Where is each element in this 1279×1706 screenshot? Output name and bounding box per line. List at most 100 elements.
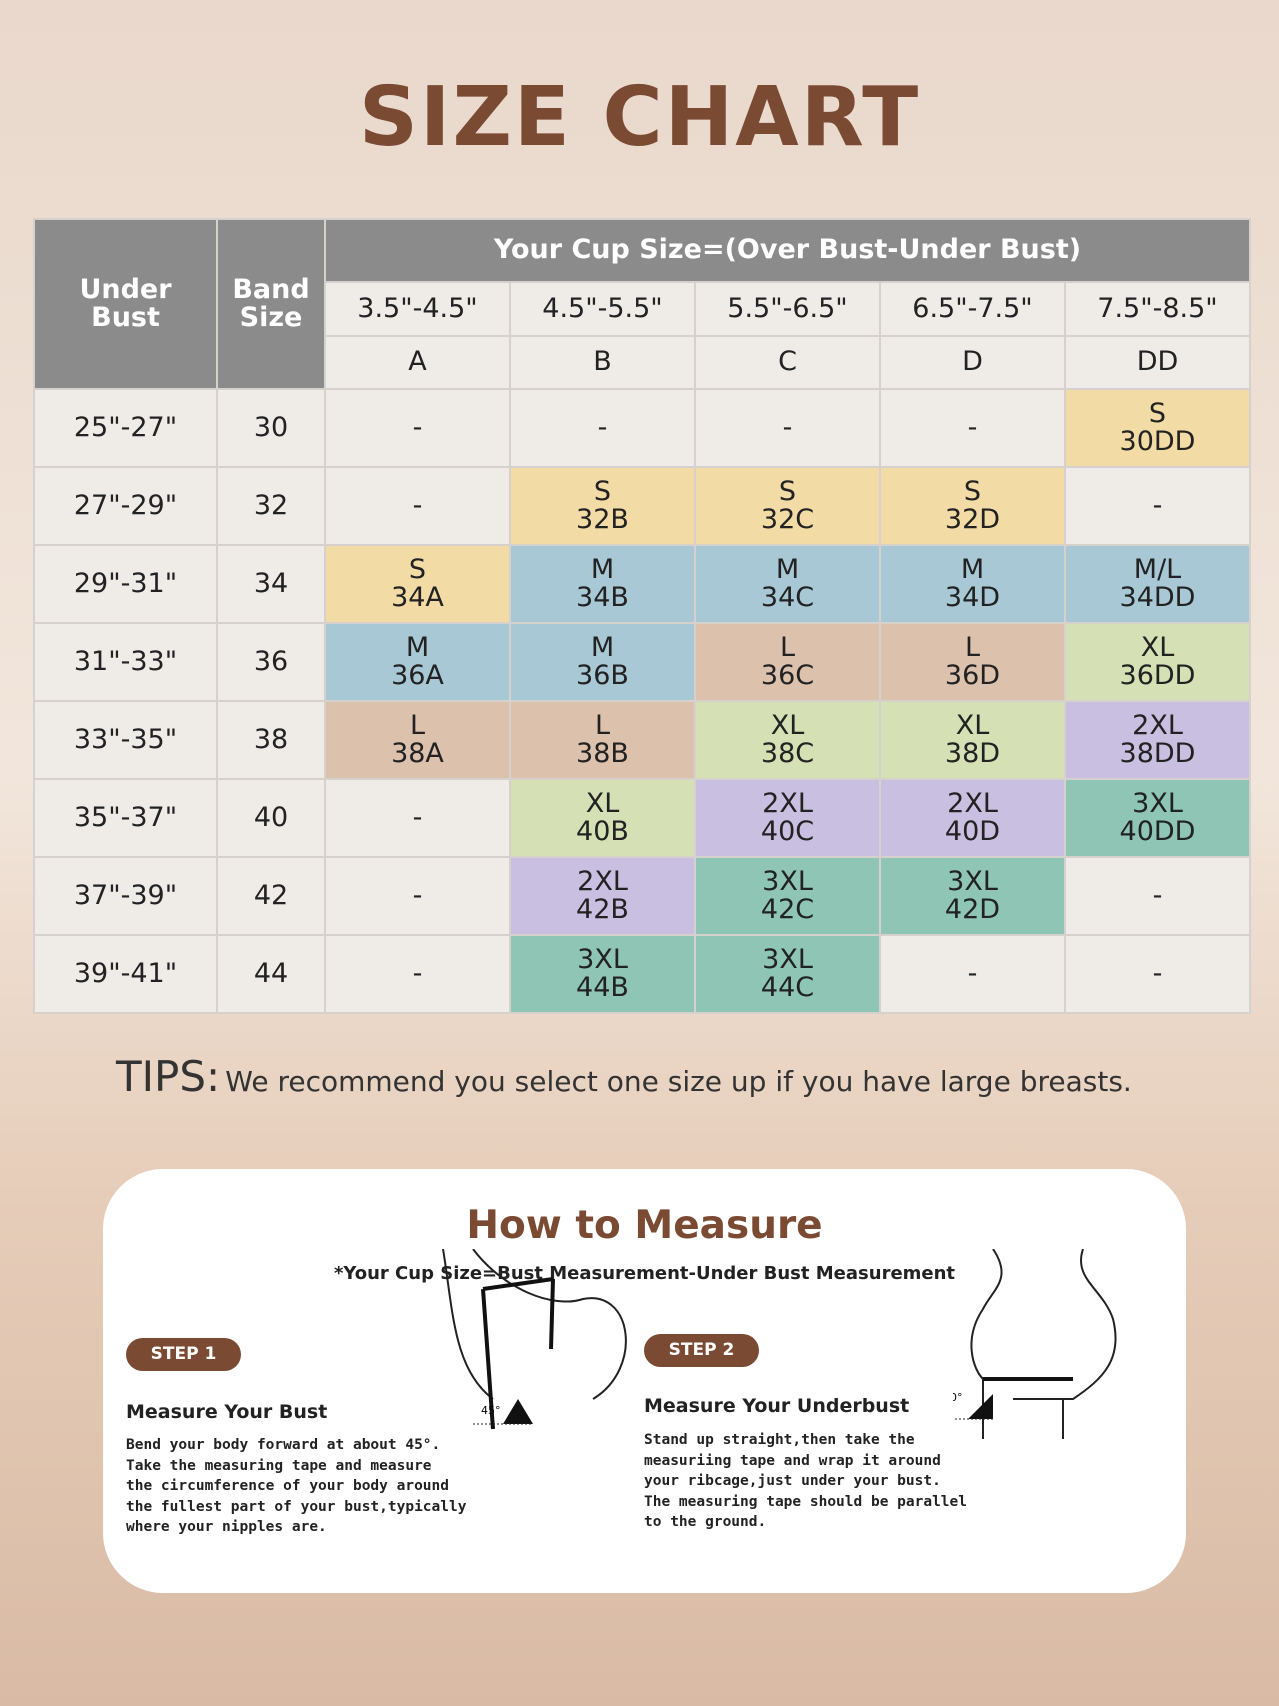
size-cell: L 38A (324, 700, 511, 780)
size-code: 40DD (1119, 816, 1196, 847)
band-cell: 30 (216, 388, 326, 468)
size-cell: L 38B (509, 700, 696, 780)
empty-cell: - (324, 778, 511, 858)
size-cell: M 34B (509, 544, 696, 624)
size-code: 34B (576, 582, 629, 613)
cup-row: A B C D DD (34, 335, 1251, 390)
band-cell: 40 (216, 778, 326, 858)
size-code: 40C (760, 816, 815, 847)
size-cell: 3XL 44C (694, 934, 881, 1014)
size-code: 36DD (1119, 660, 1196, 691)
band-cell: 44 (216, 934, 326, 1014)
size-cell: XL 38C (694, 700, 881, 780)
size-label: 2XL (947, 787, 998, 819)
cup-cell: A (324, 335, 511, 390)
step-heading: Measure Your Bust (126, 1401, 328, 1423)
size-code: 40D (944, 816, 1001, 847)
size-row: 31"-33" 36 M 36A M 36B L 36C L 36D XL 36DD (33, 622, 1251, 702)
empty-cell: - (879, 934, 1066, 1014)
size-code: 34D (944, 582, 1001, 613)
size-label: M/L (1133, 553, 1182, 585)
size-code: 34A (391, 582, 444, 613)
tips: TIPS: We recommend you select one size u… (116, 1052, 1132, 1101)
empty-cell: - (1064, 934, 1251, 1014)
size-label: L (594, 709, 611, 741)
header-cell: Under Bust (33, 218, 218, 390)
empty-cell: - (694, 388, 881, 468)
size-code: 38D (944, 738, 1001, 769)
empty-cell: - (509, 388, 696, 468)
title: SIZE CHART (358, 70, 921, 165)
size-code: 40B (576, 816, 629, 847)
size-code: 32B (576, 504, 629, 535)
size-table: Under Bust Band Size Your Cup Size=(Over B… (33, 218, 1251, 1014)
size-cell: L 36C (694, 622, 881, 702)
size-row: 37"-39" 42-2XL 42B 3XL 42C 3XL 42D - (33, 856, 1251, 936)
empty-cell: - (324, 934, 511, 1014)
range-cell: 3.5"-4.5" (324, 281, 511, 337)
range-cell: 7.5"-8.5" (1064, 281, 1251, 337)
empty-cell: - (1064, 856, 1251, 936)
size-code: 32C (760, 504, 815, 535)
empty-cell: - (324, 856, 511, 936)
header-row: Under Bust Band Size Your Cup Size=(Over B… (33, 218, 1251, 390)
size-cell: L 36D (879, 622, 1066, 702)
under-bust-cell: 37"-39" (33, 856, 218, 936)
size-cell: 2XL 42B (509, 856, 696, 936)
size-label: S (593, 475, 612, 507)
band-cell: 38 (216, 700, 326, 780)
range-cell: 5.5"-6.5" (694, 281, 881, 337)
step-heading: Measure Your Underbust (644, 1395, 910, 1417)
size-code: 38B (576, 738, 629, 769)
under-bust-cell: 35"-37" (33, 778, 218, 858)
size-code: 30DD (1119, 426, 1196, 457)
size-cell: 2XL 38DD (1064, 700, 1251, 780)
size-label: XL (1140, 631, 1175, 663)
size-cell: XL 40B (509, 778, 696, 858)
range-cell: 4.5"-5.5" (509, 281, 696, 337)
size-label: 3XL (577, 943, 628, 975)
cup-cell: C (694, 335, 881, 390)
range-cell: 6.5"-7.5" (879, 281, 1066, 337)
step-text: measuriing tape and wrap it around (644, 1452, 941, 1469)
step-badge: STEP 1 (126, 1338, 241, 1371)
size-code: 36B (576, 660, 629, 691)
size-label: M (775, 553, 800, 585)
measure-title: How to Measure (466, 1203, 823, 1248)
size-cell: M 36A (324, 622, 511, 702)
size-label: M (590, 631, 615, 663)
size-code: 38DD (1119, 738, 1196, 769)
under-bust-cell: 39"-41" (33, 934, 218, 1014)
size-code: 42C (760, 894, 815, 925)
header-cell: Your Cup Size=(Over Bust-Under Bust) (324, 218, 1251, 283)
range-row: 3.5"-4.5" 4.5"-5.5" 5.5"-6.5" 6.5"-7.5" 7.5"… (34, 281, 1251, 337)
size-label: L (409, 709, 426, 741)
angle-label: 45° (481, 1404, 501, 1417)
size-label: 3XL (1132, 787, 1183, 819)
angle-label: 90° (953, 1391, 963, 1404)
size-row: 33"-35" 38 L 38A L 38B XL 38C XL 38D 2XL 38DD (33, 700, 1251, 780)
size-label: 3XL (762, 943, 813, 975)
under-bust-cell: 25"-27" (33, 388, 218, 468)
size-code: 36A (391, 660, 444, 691)
size-cell: S 32B (509, 466, 696, 546)
step-text: your ribcage,just under your bust. (644, 1473, 941, 1489)
tips-text: We recommend you select one size up if y… (225, 1065, 1132, 1098)
size-label: XL (955, 709, 990, 741)
size-label: S (1148, 397, 1167, 429)
under-bust-cell: 27"-29" (33, 466, 218, 546)
size-cell: 3XL 44B (509, 934, 696, 1014)
size-label: S (963, 475, 982, 507)
size-label: S (408, 553, 427, 585)
band-cell: 32 (216, 466, 326, 546)
size-code: 44B (576, 972, 629, 1003)
step-text: to the ground. (644, 1514, 767, 1530)
size-cell: XL 36DD (1064, 622, 1251, 702)
size-cell: 2XL 40D (879, 778, 1066, 858)
band-cell: 34 (216, 544, 326, 624)
cup-cell: D (879, 335, 1066, 390)
size-code: 36D (944, 660, 1001, 691)
size-cell: 3XL 40DD (1064, 778, 1251, 858)
size-label: L (964, 631, 981, 663)
size-row: 35"-37" 40- XL 40B 2XL 40C 2XL 40D 3XL 40DD (33, 778, 1251, 858)
